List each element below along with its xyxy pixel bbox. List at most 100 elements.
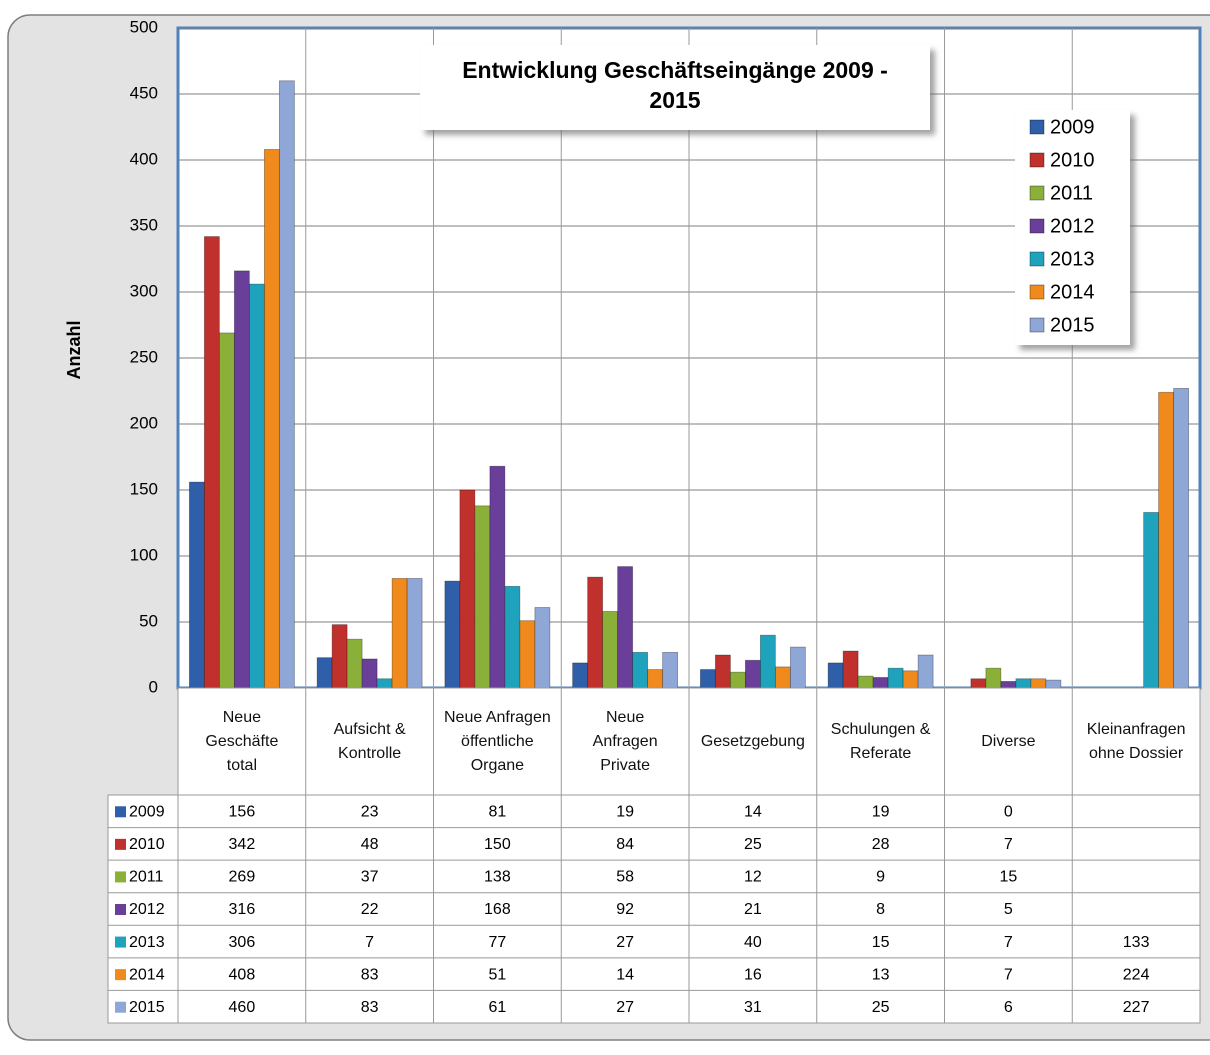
legend-label: 2010 — [1050, 149, 1095, 171]
table-value: 8 — [876, 901, 885, 918]
legend-label: 2012 — [1050, 215, 1095, 237]
table-value: 7 — [1004, 934, 1013, 951]
table-value: 15 — [872, 934, 890, 951]
table-value: 227 — [1123, 999, 1150, 1016]
chart-title: Entwicklung Geschäftseingänge 2009 - 201… — [462, 57, 888, 113]
table-value: 14 — [744, 804, 762, 821]
bar — [744, 659, 761, 689]
legend-swatch — [1029, 185, 1045, 201]
table-value: 51 — [488, 966, 506, 983]
y-tick-label: 350 — [130, 215, 158, 234]
bar — [248, 283, 265, 689]
row-label: 2013 — [129, 934, 165, 951]
bar — [218, 332, 235, 689]
bar — [602, 611, 619, 689]
x-tick-label: Kleinanfragen ohne Dossier — [1086, 720, 1186, 762]
bar — [759, 634, 776, 689]
legend-key — [115, 806, 126, 818]
bar — [391, 578, 408, 689]
row-label: 2012 — [129, 901, 165, 918]
bar — [827, 662, 844, 689]
bar — [489, 465, 506, 689]
table-value: 16 — [744, 966, 762, 983]
legend-key — [115, 1001, 126, 1013]
table-value: 12 — [744, 869, 762, 886]
bar — [361, 658, 378, 689]
table-value: 460 — [229, 999, 256, 1016]
bar — [316, 657, 333, 689]
bar — [1158, 391, 1175, 689]
table-value: 58 — [616, 869, 634, 886]
bar — [985, 667, 1002, 689]
bar — [632, 651, 649, 689]
table-value: 21 — [744, 901, 762, 918]
table-value: 7 — [1004, 836, 1013, 853]
bar — [902, 670, 919, 689]
row-label: 2011 — [129, 869, 164, 886]
bar — [887, 667, 904, 689]
legend-swatch — [1029, 218, 1045, 234]
legend-label: 2011 — [1050, 182, 1093, 204]
table-value: 31 — [744, 999, 762, 1016]
table-value: 48 — [361, 836, 379, 853]
legend-swatch — [1029, 119, 1045, 135]
bar — [587, 576, 604, 689]
bar — [406, 578, 423, 689]
bar — [444, 580, 461, 689]
table-value: 316 — [229, 901, 256, 918]
y-tick-label: 300 — [130, 281, 158, 300]
row-label: 2015 — [129, 999, 165, 1016]
x-tick-label: Schulungen & Referate — [830, 720, 931, 762]
bar — [278, 80, 295, 689]
table-value: 25 — [872, 999, 890, 1016]
bar — [1015, 678, 1032, 689]
bars — [188, 80, 1190, 689]
legend-key — [115, 936, 126, 948]
bar — [729, 671, 746, 689]
bar — [459, 489, 476, 689]
table-value: 19 — [616, 804, 634, 821]
legend: 2009 2010 2011 2012 2013 2014 2015 — [1029, 116, 1095, 336]
table-value: 81 — [488, 804, 506, 821]
bar — [970, 678, 987, 689]
bar — [617, 566, 634, 689]
bar — [188, 481, 205, 689]
x-tick-label: Diverse — [981, 732, 1036, 750]
table-value: 7 — [365, 934, 374, 951]
bar — [376, 678, 393, 689]
table-value: 9 — [876, 869, 885, 886]
bar — [346, 638, 363, 689]
table-value: 40 — [744, 934, 762, 951]
x-tick-label: Gesetzgebung — [700, 732, 805, 750]
bar — [504, 585, 521, 689]
legend-swatch — [1029, 317, 1045, 333]
y-tick-label: 500 — [130, 17, 158, 36]
bar — [474, 505, 491, 689]
legend-label: 2013 — [1050, 248, 1095, 270]
legend-key — [115, 904, 126, 915]
row-label: 2009 — [129, 804, 165, 821]
legend-swatch — [1029, 152, 1045, 168]
bar — [872, 677, 889, 689]
row-label: 2010 — [129, 836, 165, 853]
table-value: 138 — [484, 869, 511, 886]
bar — [263, 149, 280, 689]
bar — [789, 646, 806, 689]
y-tick-label: 100 — [130, 545, 158, 564]
legend-label: 2009 — [1050, 116, 1095, 138]
table-value: 408 — [229, 966, 256, 983]
table-value: 77 — [488, 934, 506, 951]
table-value: 92 — [616, 901, 634, 918]
bar — [1173, 387, 1190, 689]
table-value: 133 — [1123, 934, 1150, 951]
table-value: 13 — [872, 966, 890, 983]
table-value: 25 — [744, 836, 762, 853]
y-axis-label: Anzahl — [64, 320, 84, 379]
row-label: 2014 — [129, 966, 165, 983]
table-value: 83 — [361, 966, 379, 983]
table-value: 7 — [1004, 966, 1013, 983]
table-value: 342 — [229, 836, 256, 853]
bar — [647, 669, 664, 689]
bar — [714, 654, 731, 689]
